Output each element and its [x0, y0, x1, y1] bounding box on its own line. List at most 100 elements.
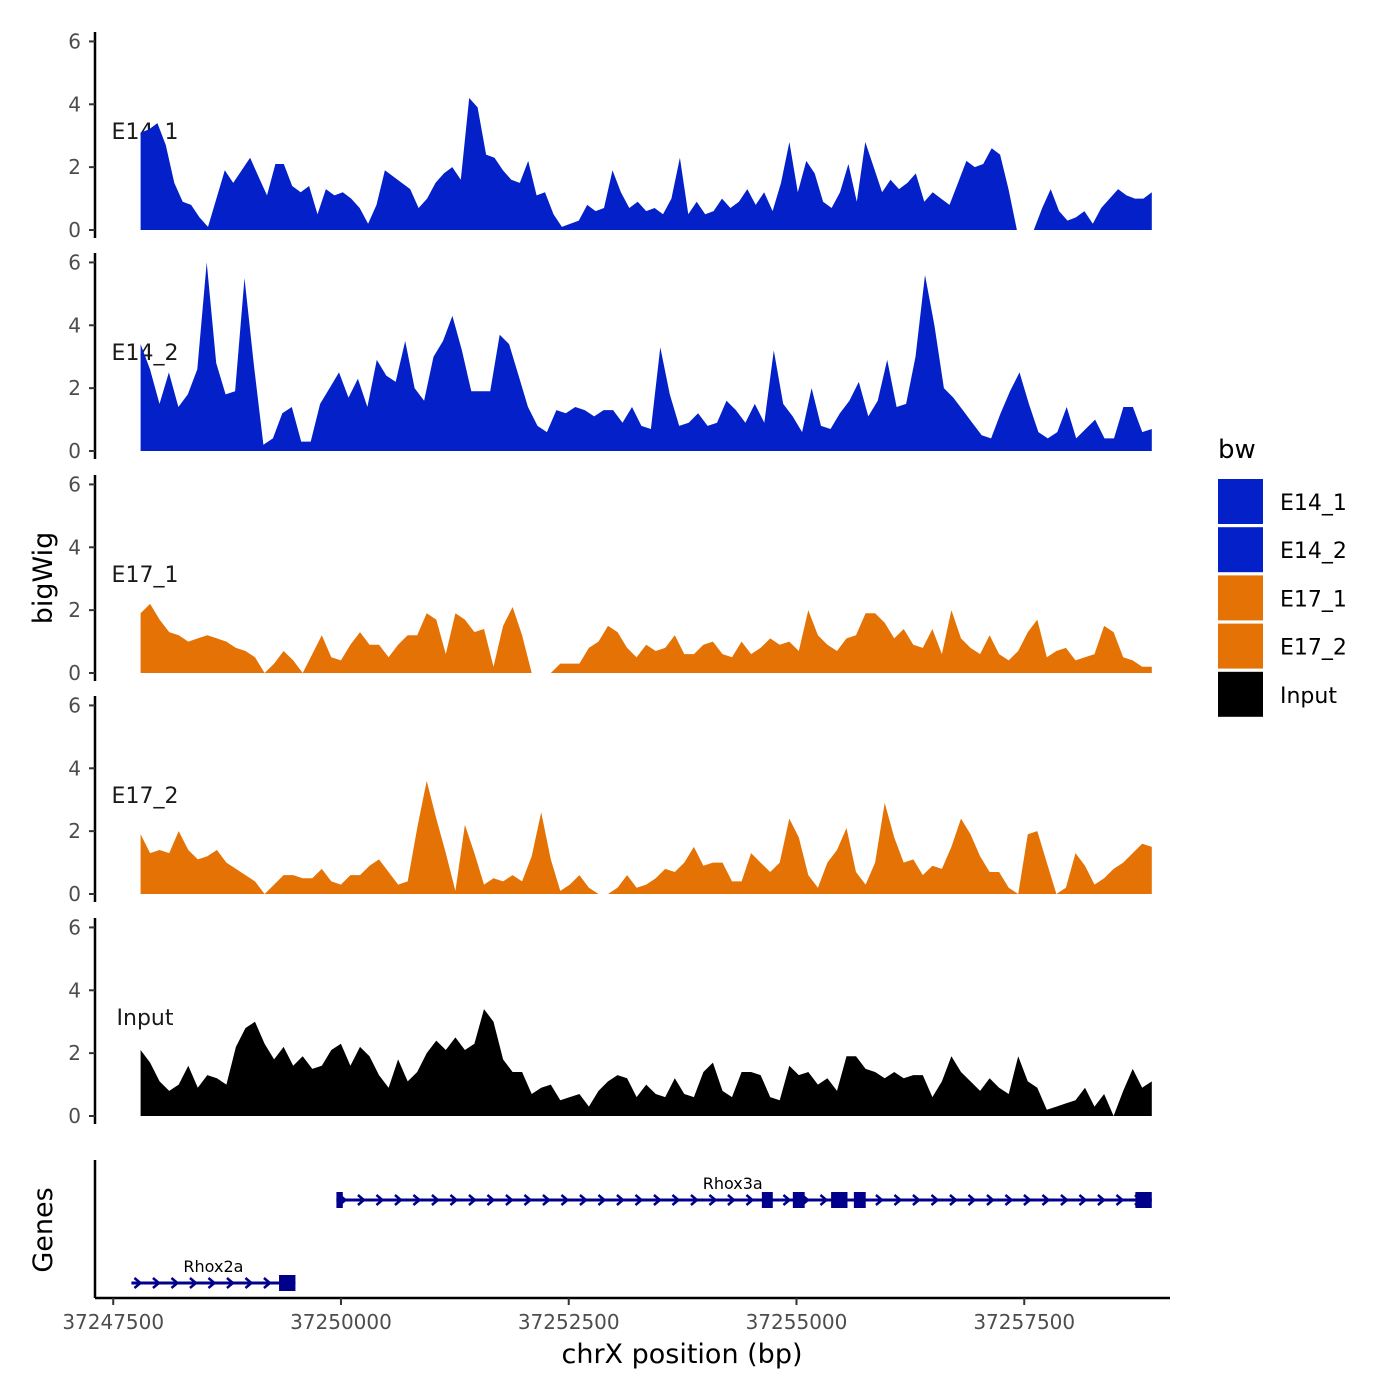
strand-arrow: [1041, 1194, 1051, 1206]
y-tick-label: 2: [68, 1041, 81, 1065]
track-panels: 0246E14_10246E14_20246E17_10246E17_20246…: [68, 29, 1152, 1128]
y-tick-label: 0: [68, 661, 81, 685]
strand-arrow: [170, 1277, 180, 1289]
strand-arrow: [1078, 1194, 1088, 1206]
gene-label: Rhox2a: [183, 1257, 243, 1276]
strand-arrow: [394, 1194, 403, 1206]
exon: [1135, 1192, 1152, 1208]
strand-arrow: [967, 1194, 977, 1206]
y-tick-label: 4: [68, 756, 81, 780]
exon: [761, 1192, 773, 1208]
strand-arrow: [708, 1194, 718, 1206]
strand-arrow: [1115, 1194, 1125, 1206]
track-label: E17_1: [112, 563, 179, 588]
legend-swatch-E17_2: [1218, 623, 1263, 669]
strand-arrow: [449, 1194, 459, 1206]
x-tick-label: 37255000: [746, 1310, 848, 1334]
strand-arrow: [468, 1194, 477, 1206]
y-tick-label: 6: [68, 250, 81, 274]
y-tick-label: 4: [68, 535, 81, 559]
x-tick-label: 37257500: [973, 1310, 1075, 1334]
strand-arrow: [727, 1194, 736, 1206]
y-tick-label: 4: [68, 313, 81, 337]
x-tick-label: 37250000: [290, 1310, 392, 1334]
strand-arrow: [1004, 1194, 1014, 1206]
legend-label-Input: Input: [1280, 684, 1337, 709]
y-tick-label: 0: [68, 218, 81, 242]
exon: [279, 1275, 296, 1291]
strand-arrow: [653, 1194, 662, 1206]
y-tick-label: 0: [68, 1104, 81, 1128]
strand-arrow: [634, 1194, 644, 1206]
coverage-area-Input: [140, 1009, 1152, 1116]
strand-arrow: [244, 1277, 254, 1289]
strand-arrow: [616, 1194, 625, 1206]
exon: [792, 1192, 805, 1208]
strand-arrow: [542, 1194, 551, 1206]
track-panel-E17_2: 0 2 4 6 E17_2: [68, 693, 1152, 906]
gene-Rhox3a: Rhox3a: [336, 1174, 1152, 1208]
strand-arrow: [875, 1194, 884, 1206]
strand-arrow: [986, 1194, 995, 1206]
strand-arrow: [486, 1194, 496, 1206]
strand-arrow: [579, 1194, 588, 1206]
legend-swatch-E14_2: [1218, 527, 1263, 573]
strand-arrow: [263, 1277, 272, 1289]
y-tick-label: 0: [68, 439, 81, 463]
strand-arrow: [819, 1194, 829, 1206]
gene-label: Rhox3a: [703, 1174, 763, 1193]
strand-arrow: [1060, 1194, 1069, 1206]
y-tick-label: 2: [68, 598, 81, 622]
strand-arrow: [949, 1194, 958, 1206]
coverage-area-E14_2: [140, 262, 1152, 451]
x-axis-title: chrX position (bp): [561, 1339, 802, 1370]
y-tick-label: 6: [68, 693, 81, 717]
x-axis: 37247500 37250000 37252500 37255000 37257500: [62, 1296, 1170, 1334]
y-tick-label: 6: [68, 472, 81, 496]
y-tick-label: 4: [68, 92, 81, 116]
strand-arrow: [152, 1277, 161, 1289]
y-tick-label: 2: [68, 155, 81, 179]
track-panel-Input: 0 2 4 6 Input: [68, 915, 1152, 1128]
strand-arrow: [745, 1194, 755, 1206]
strand-arrow: [690, 1194, 699, 1206]
legend-label-E14_2: E14_2: [1280, 539, 1347, 564]
strand-arrow: [523, 1194, 533, 1206]
exon: [336, 1192, 343, 1208]
y-tick-label: 2: [68, 376, 81, 400]
y-axis-title: bigWig: [28, 532, 59, 625]
gene-Rhox2a: Rhox2a: [131, 1257, 296, 1291]
genes-axis-title: Genes: [28, 1187, 59, 1272]
strand-arrow: [671, 1194, 681, 1206]
x-tick-label: 37252500: [518, 1310, 620, 1334]
track-panel-E17_1: 0 2 4 6 E17_1: [68, 472, 1152, 685]
legend-label-E17_2: E17_2: [1280, 636, 1347, 661]
strand-arrow: [597, 1194, 607, 1206]
y-tick-label: 4: [68, 978, 81, 1002]
y-tick-label: 6: [68, 29, 81, 53]
track-label: Input: [117, 1006, 174, 1031]
strand-arrow: [431, 1194, 440, 1206]
y-tick-label: 0: [68, 882, 81, 906]
strand-arrow: [782, 1194, 792, 1206]
strand-arrow: [207, 1277, 217, 1289]
strand-arrow: [560, 1194, 570, 1206]
legend-swatch-Input: [1218, 671, 1263, 717]
legend-title: bw: [1218, 435, 1256, 465]
legend-swatch-E14_1: [1218, 479, 1263, 524]
strand-arrow: [893, 1194, 903, 1206]
legend: bw E14_1 E14_2 E17_1 E17_2 Input: [1218, 435, 1347, 717]
strand-arrow: [1023, 1194, 1032, 1206]
legend-swatch-E17_1: [1218, 575, 1263, 621]
genes-panel: Rhox3a Rhox2a: [93, 1160, 1152, 1298]
strand-arrow: [1097, 1194, 1106, 1206]
strand-arrow: [375, 1194, 385, 1206]
track-label: E17_2: [112, 784, 179, 809]
coverage-area-E14_1: [140, 98, 1152, 230]
strand-arrow: [412, 1194, 422, 1206]
y-tick-label: 6: [68, 915, 81, 939]
legend-label-E14_1: E14_1: [1280, 491, 1347, 516]
strand-arrow: [912, 1194, 921, 1206]
